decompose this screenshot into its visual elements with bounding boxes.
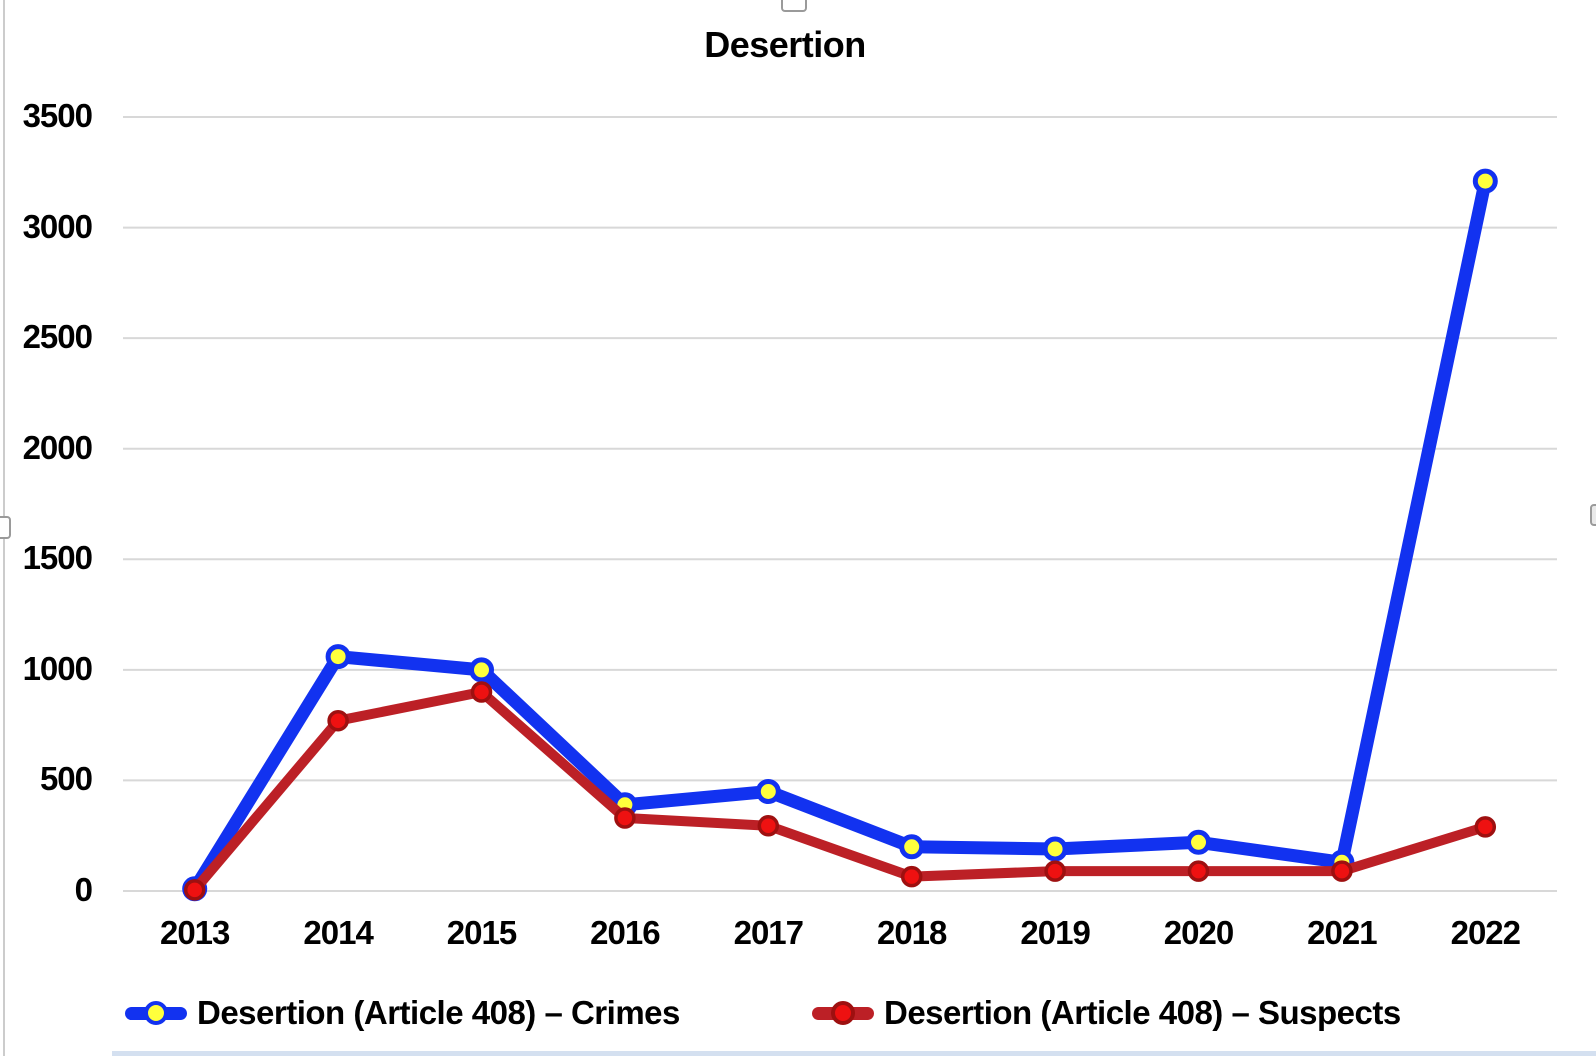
marker-s0-2014 xyxy=(325,644,351,670)
x-tick-label-2013: 2013 xyxy=(159,914,230,951)
legend-label-crimes: Desertion (Article 408) – Crimes xyxy=(197,994,680,1031)
crimes-marker-icon xyxy=(144,1001,168,1025)
x-tick-label-2020: 2020 xyxy=(1163,914,1234,951)
suspects-line-swatch xyxy=(812,1001,874,1025)
marker-s1-2013 xyxy=(183,879,206,901)
suspects-marker-icon xyxy=(831,1001,855,1025)
marker-s0-2017 xyxy=(755,779,781,804)
y-tick-label-3000: 3000 xyxy=(22,207,93,245)
chart-title: Desertion xyxy=(704,24,866,65)
legend-item-crimes: Desertion (Article 408) – Crimes xyxy=(125,993,680,1033)
marker-s0-2018 xyxy=(899,834,925,860)
marker-s1-2018 xyxy=(900,865,923,888)
x-tick-label-2016: 2016 xyxy=(590,914,660,951)
marker-s1-2022 xyxy=(1474,816,1497,838)
marker-s1-2016 xyxy=(614,807,636,829)
series-line-1 xyxy=(189,687,1491,895)
legend-label-suspects: Desertion (Article 408) – Suspects xyxy=(884,994,1401,1031)
marker-s1-2014 xyxy=(327,709,349,732)
x-tick-label-2015: 2015 xyxy=(446,914,517,951)
marker-s1-2019 xyxy=(1044,860,1066,882)
y-tick-label-500: 500 xyxy=(39,760,93,798)
x-tick-label-2022: 2022 xyxy=(1450,914,1521,951)
x-tick-label-2019: 2019 xyxy=(1020,914,1090,951)
crimes-line-swatch xyxy=(125,1001,187,1025)
marker-s1-2017 xyxy=(757,815,780,837)
marker-s1-2015 xyxy=(470,681,493,703)
series-line-0 xyxy=(188,174,1492,896)
selection-handle-right xyxy=(1590,504,1596,526)
y-tick-label-2000: 2000 xyxy=(22,428,93,466)
selection-handle-left xyxy=(0,516,11,539)
x-tick-label-2021: 2021 xyxy=(1307,914,1377,951)
marker-s0-2015 xyxy=(469,657,494,683)
x-tick-label-2014: 2014 xyxy=(303,914,373,951)
legend-item-suspects: Desertion (Article 408) – Suspects xyxy=(812,993,1401,1033)
y-tick-label-3500: 3500 xyxy=(22,97,93,135)
marker-s0-2020 xyxy=(1186,829,1211,855)
bottom-edge-strip xyxy=(112,1051,1596,1056)
y-tick-label-2500: 2500 xyxy=(22,318,93,356)
x-tick-label-2018: 2018 xyxy=(876,914,947,951)
marker-s0-2019 xyxy=(1042,836,1068,862)
selection-handle-top xyxy=(781,0,807,12)
marker-s1-2020 xyxy=(1187,860,1210,882)
marker-s0-2022 xyxy=(1472,168,1498,194)
y-tick-label-0: 0 xyxy=(74,871,93,909)
marker-s1-2021 xyxy=(1331,860,1353,882)
y-tick-label-1500: 1500 xyxy=(22,539,93,577)
x-tick-label-2017: 2017 xyxy=(733,914,804,951)
y-tick-label-1000: 1000 xyxy=(22,650,93,688)
